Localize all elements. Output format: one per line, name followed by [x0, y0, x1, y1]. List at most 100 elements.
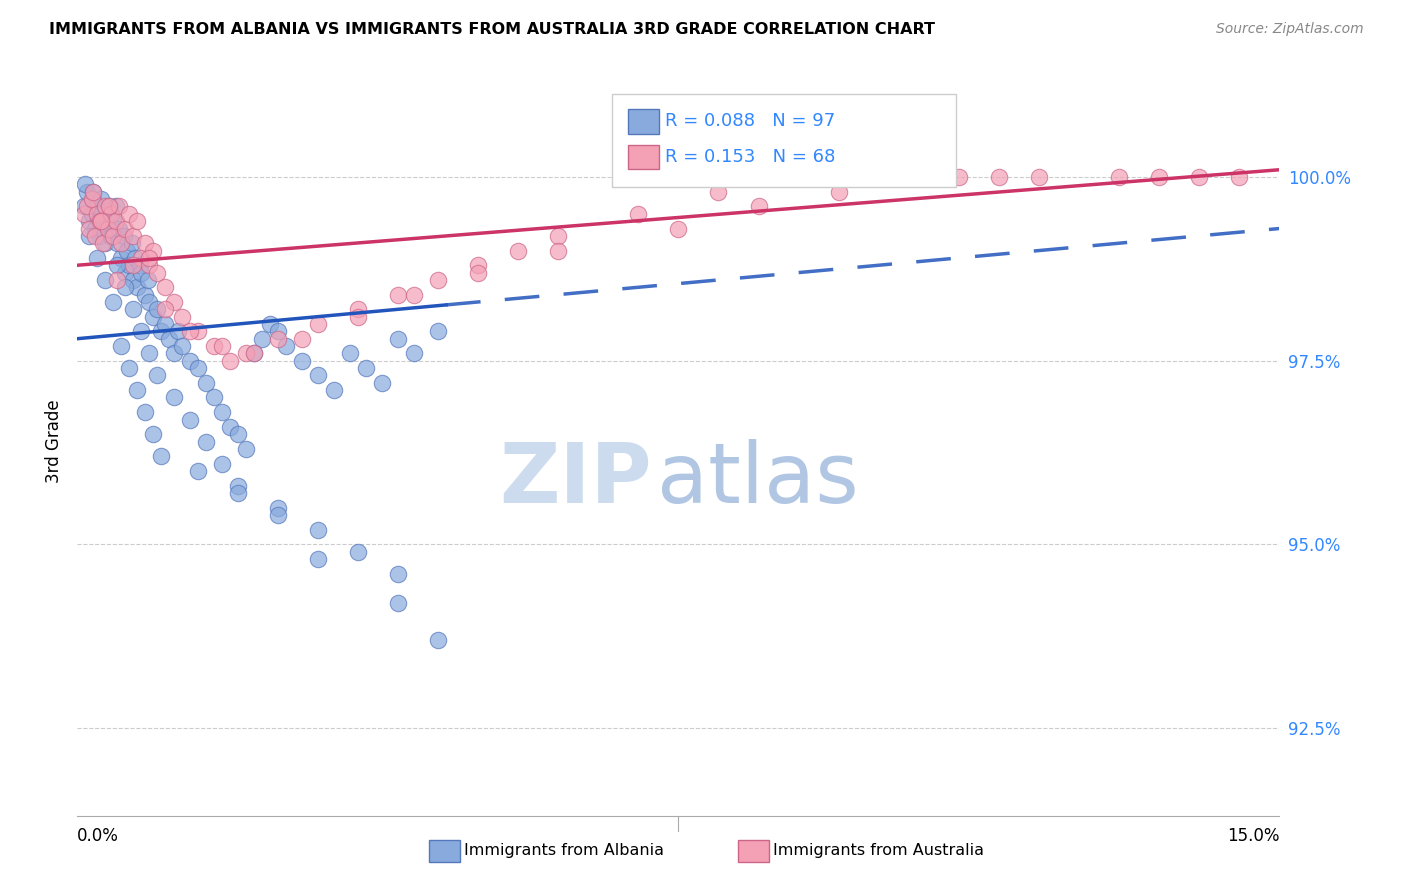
- Point: [1149, 170, 1171, 185]
- Point: [118, 207, 141, 221]
- Point: [162, 346, 184, 360]
- Point: [86, 251, 108, 265]
- Text: R = 0.088   N = 97: R = 0.088 N = 97: [665, 112, 835, 130]
- Point: [202, 339, 225, 353]
- Point: [128, 258, 150, 272]
- Point: [79, 221, 101, 235]
- Point: [150, 324, 173, 338]
- Point: [122, 258, 145, 272]
- Point: [103, 228, 125, 243]
- Point: [226, 478, 249, 492]
- Point: [100, 228, 122, 243]
- Point: [179, 324, 201, 338]
- Point: [90, 192, 112, 206]
- Point: [186, 361, 209, 376]
- Point: [75, 178, 97, 192]
- Point: [86, 199, 108, 213]
- Point: [346, 310, 368, 324]
- Point: [235, 442, 257, 456]
- Point: [1108, 170, 1130, 185]
- Point: [339, 346, 361, 360]
- Text: Immigrants from Albania: Immigrants from Albania: [464, 844, 664, 858]
- Point: [787, 170, 810, 185]
- Point: [79, 228, 101, 243]
- Point: [387, 332, 409, 346]
- Point: [124, 251, 146, 265]
- Point: [387, 566, 409, 581]
- Point: [226, 427, 249, 442]
- Point: [307, 368, 329, 383]
- Point: [291, 353, 314, 368]
- Point: [104, 214, 127, 228]
- Text: Source: ZipAtlas.com: Source: ZipAtlas.com: [1216, 22, 1364, 37]
- Point: [127, 280, 149, 294]
- Point: [134, 405, 156, 419]
- Point: [76, 185, 98, 199]
- Point: [110, 251, 132, 265]
- Point: [107, 273, 129, 287]
- Point: [98, 199, 121, 213]
- Point: [155, 302, 177, 317]
- Point: [114, 266, 136, 280]
- Point: [90, 214, 112, 228]
- Point: [226, 486, 249, 500]
- Point: [235, 346, 257, 360]
- Point: [387, 287, 409, 301]
- Point: [86, 207, 108, 221]
- Point: [104, 199, 127, 213]
- Point: [142, 310, 165, 324]
- Point: [211, 405, 233, 419]
- Point: [218, 353, 240, 368]
- Point: [134, 236, 156, 251]
- Point: [155, 317, 177, 331]
- Point: [322, 383, 344, 397]
- Point: [98, 207, 121, 221]
- Point: [267, 324, 290, 338]
- Point: [115, 244, 138, 258]
- Point: [91, 236, 114, 251]
- Text: ZIP: ZIP: [499, 439, 652, 519]
- Point: [1028, 170, 1050, 185]
- Point: [107, 236, 129, 251]
- Point: [108, 199, 131, 213]
- Point: [267, 508, 290, 522]
- Point: [138, 251, 160, 265]
- Point: [988, 170, 1011, 185]
- Point: [155, 280, 177, 294]
- Point: [707, 185, 730, 199]
- Point: [202, 391, 225, 405]
- Point: [267, 500, 290, 515]
- Point: [387, 596, 409, 610]
- Point: [346, 545, 368, 559]
- Point: [90, 207, 112, 221]
- Point: [307, 317, 329, 331]
- Point: [274, 339, 297, 353]
- Point: [186, 464, 209, 478]
- Point: [89, 214, 111, 228]
- Point: [127, 214, 149, 228]
- Text: atlas: atlas: [657, 439, 859, 519]
- Point: [122, 302, 145, 317]
- Point: [73, 207, 96, 221]
- Point: [146, 302, 169, 317]
- Point: [307, 523, 329, 537]
- Point: [108, 221, 131, 235]
- Point: [107, 258, 129, 272]
- Point: [76, 199, 98, 213]
- Point: [122, 273, 145, 287]
- Point: [114, 280, 136, 294]
- Point: [547, 228, 569, 243]
- Point: [427, 273, 450, 287]
- Point: [868, 162, 890, 177]
- Point: [118, 258, 141, 272]
- Text: Immigrants from Australia: Immigrants from Australia: [773, 844, 984, 858]
- Point: [346, 302, 368, 317]
- Point: [250, 332, 273, 346]
- Y-axis label: 3rd Grade: 3rd Grade: [45, 400, 63, 483]
- Point: [508, 244, 530, 258]
- Point: [146, 266, 169, 280]
- Point: [467, 266, 489, 280]
- Point: [121, 236, 143, 251]
- Point: [307, 552, 329, 566]
- Point: [166, 324, 188, 338]
